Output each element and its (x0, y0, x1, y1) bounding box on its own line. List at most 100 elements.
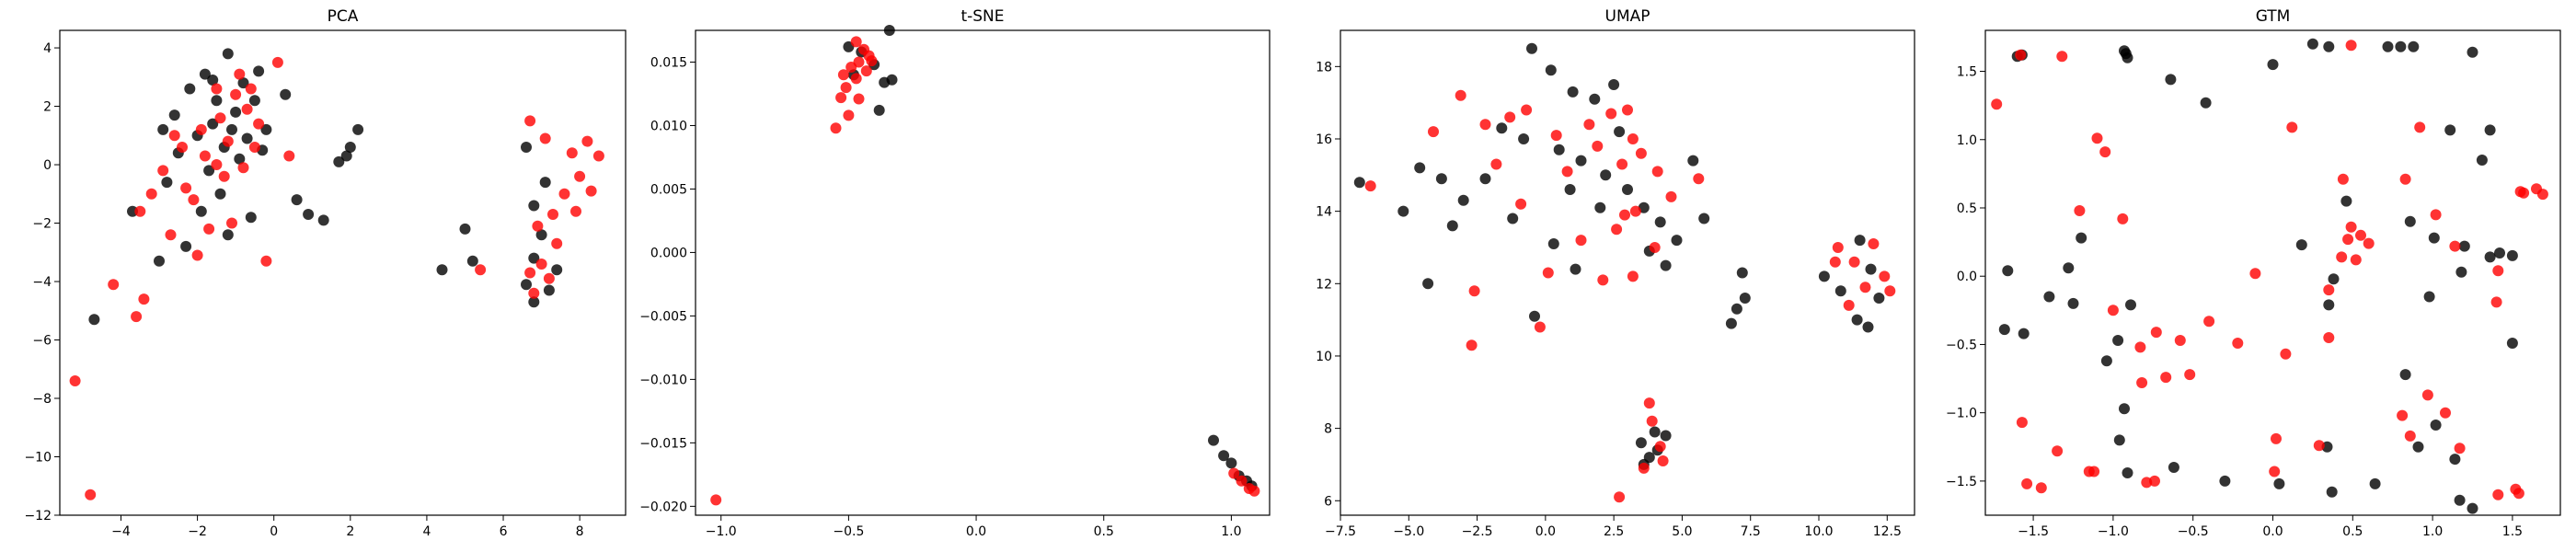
scatter-point-series-2 (1657, 455, 1669, 466)
scatter-point-series-2 (2280, 348, 2292, 360)
x-tick-label: −1.0 (2098, 524, 2129, 539)
x-tick-label: 8 (576, 524, 584, 539)
scatter-point-series-2 (2449, 240, 2461, 252)
scatter-point-series-2 (1884, 285, 1896, 297)
scatter-point-series-2 (2514, 186, 2526, 198)
scatter-point-series-1 (2484, 124, 2496, 136)
scatter-point-series-1 (2467, 502, 2478, 514)
y-tick-label: −8 (32, 392, 52, 407)
scatter-point-series-2 (543, 272, 555, 284)
panel-4: −1.5 −1.0 −0.5 0.0 0.5 1.0 1.5 −1.5 −1.0 −0.5 0.0 0… (1946, 7, 2561, 539)
x-tick-label: 0.5 (2342, 524, 2363, 539)
y-tick-label: 1.0 (1957, 133, 1977, 148)
scatter-point-series-2 (203, 223, 215, 235)
scatter-point-series-2 (2421, 389, 2433, 401)
scatter-point-series-2 (180, 182, 192, 194)
scatter-point-series-2 (2174, 335, 2186, 346)
scatter-point-series-2 (2350, 254, 2362, 266)
scatter-point-series-1 (241, 132, 253, 144)
scatter-point-series-2 (1629, 205, 1641, 217)
scatter-point-series-2 (1490, 158, 1502, 170)
plot-area (60, 30, 626, 515)
scatter-point-series-1 (280, 88, 292, 100)
scatter-point-series-2 (551, 237, 563, 249)
scatter-point-series-2 (2074, 205, 2086, 216)
y-tick-label: 10 (1316, 350, 1332, 364)
scatter-point-series-1 (2067, 297, 2079, 309)
scatter-point-series-2 (2099, 146, 2111, 158)
x-tick-label: 7.5 (1741, 524, 1761, 539)
scatter-point-series-2 (1622, 104, 1633, 116)
scatter-point-series-1 (1622, 184, 1633, 195)
scatter-point-series-2 (547, 209, 558, 220)
scatter-point-series-1 (1660, 430, 1672, 442)
scatter-point-series-1 (521, 142, 532, 153)
scatter-point-series-2 (1879, 270, 1891, 282)
scatter-point-series-2 (2021, 477, 2033, 489)
scatter-point-series-1 (2369, 477, 2381, 489)
scatter-point-series-2 (1550, 130, 1562, 142)
scatter-point-series-2 (2184, 369, 2196, 381)
y-tick-label: −0.5 (1946, 338, 1977, 352)
scatter-point-series-1 (1660, 259, 1672, 271)
scatter-point-series-1 (2399, 369, 2411, 381)
x-tick-label: 1.0 (1221, 524, 1241, 539)
scatter-point-series-1 (2476, 155, 2488, 166)
scatter-point-series-1 (2444, 124, 2456, 136)
scatter-point-series-1 (1725, 317, 1737, 329)
scatter-point-series-1 (2423, 291, 2435, 303)
scatter-point-series-2 (248, 142, 260, 153)
scatter-point-series-1 (1218, 450, 1230, 462)
scatter-point-series-2 (1605, 108, 1617, 120)
panel-3: −7.5 −5.0 −2.5 0.0 2.5 5.0 7.5 10.0 12.5 6 8 10 12 14… (1316, 7, 1915, 539)
scatter-point-series-2 (2363, 237, 2375, 249)
scatter-point-series-1 (226, 123, 237, 135)
scatter-point-series-2 (2345, 221, 2357, 233)
scatter-point-series-2 (188, 194, 200, 206)
scatter-point-series-1 (1649, 426, 1661, 438)
scatter-point-series-2 (1868, 238, 1880, 249)
scatter-point-series-1 (1225, 457, 1237, 469)
y-tick-label: 14 (1316, 205, 1332, 220)
x-tick-label: 2.5 (1604, 524, 1624, 539)
scatter-point-series-1 (2494, 247, 2505, 259)
scatter-point-series-2 (134, 205, 146, 217)
scatter-point-series-2 (2088, 466, 2100, 477)
scatter-point-series-1 (2113, 434, 2125, 446)
scatter-point-series-2 (157, 165, 169, 177)
scatter-point-series-1 (1547, 238, 1559, 249)
scatter-point-series-1 (168, 109, 180, 121)
scatter-point-series-2 (211, 83, 223, 95)
scatter-point-series-2 (1649, 242, 1661, 253)
scatter-point-series-2 (237, 162, 249, 174)
scatter-point-series-1 (2125, 299, 2136, 311)
scatter-point-series-2 (199, 150, 211, 162)
chart-title: t-SNE (960, 7, 1004, 26)
scatter-point-series-1 (2458, 240, 2470, 252)
scatter-point-series-1 (1671, 235, 1683, 247)
scatter-point-series-1 (1414, 162, 1426, 174)
scatter-point-series-2 (1592, 140, 1604, 152)
scatter-point-series-2 (1248, 485, 1260, 497)
y-tick-label: −4 (32, 275, 52, 290)
scatter-point-series-2 (1575, 235, 1587, 247)
scatter-point-series-1 (2455, 266, 2467, 278)
scatter-point-series-2 (2134, 341, 2146, 353)
scatter-point-series-1 (539, 177, 551, 189)
scatter-point-series-1 (2295, 239, 2307, 251)
scatter-point-series-2 (1479, 119, 1491, 131)
x-tick-label: 0.0 (966, 524, 986, 539)
scatter-point-series-2 (1597, 274, 1609, 286)
scatter-point-series-1 (2100, 355, 2112, 367)
scatter-point-series-2 (195, 123, 207, 135)
scatter-point-series-1 (248, 95, 260, 107)
scatter-point-series-1 (214, 188, 226, 200)
scatter-point-series-1 (180, 240, 192, 252)
scatter-point-series-2 (1635, 147, 1647, 159)
scatter-point-series-2 (2404, 430, 2416, 442)
scatter-point-series-2 (2271, 432, 2282, 444)
scatter-point-series-2 (1848, 256, 1860, 268)
scatter-point-series-2 (837, 69, 849, 81)
scatter-point-series-2 (2490, 296, 2502, 308)
y-tick-label: 0.015 (650, 55, 687, 70)
